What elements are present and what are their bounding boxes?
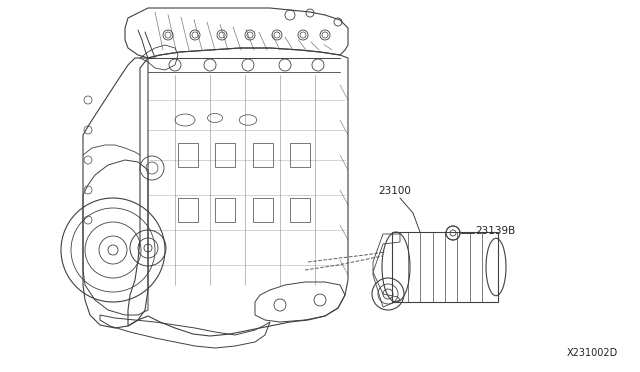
Text: X231002D: X231002D (567, 348, 618, 358)
Bar (178, 198, 198, 222)
Bar (178, 143, 198, 167)
Bar (253, 143, 273, 167)
Text: 23100: 23100 (379, 186, 412, 196)
Bar (290, 198, 310, 222)
Bar (253, 198, 273, 222)
Bar (215, 143, 235, 167)
Bar (215, 198, 235, 222)
Text: 23139B: 23139B (475, 226, 515, 236)
Bar (290, 143, 310, 167)
Circle shape (446, 226, 460, 240)
Bar (392, 232, 498, 302)
